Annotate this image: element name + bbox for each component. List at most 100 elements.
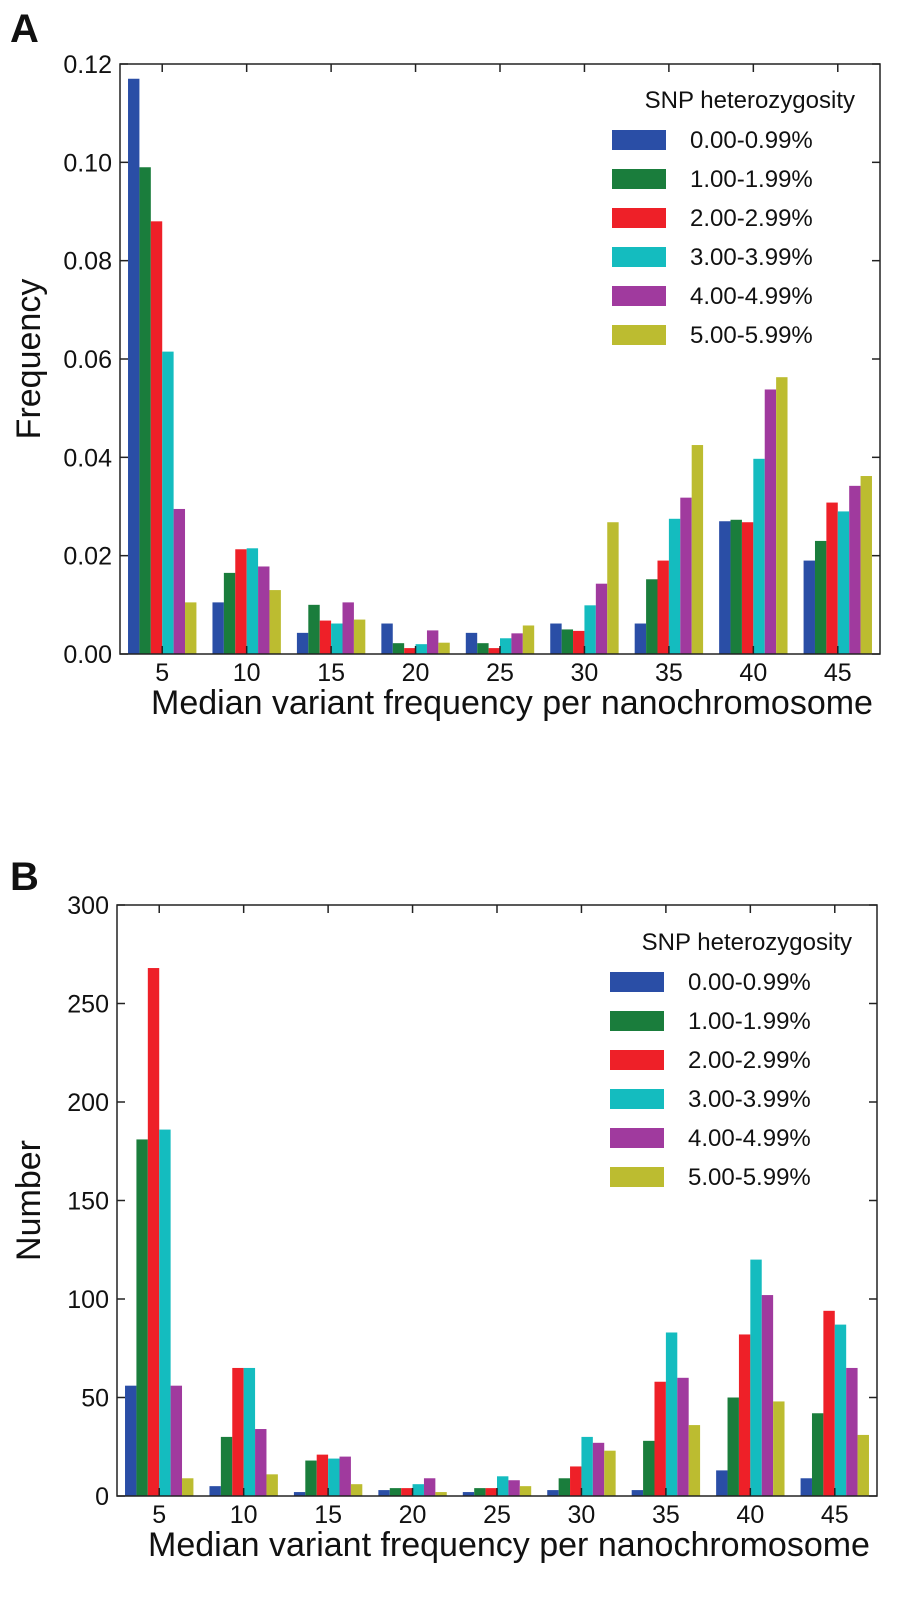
bar-4-25	[511, 633, 523, 654]
bar-3-15	[331, 623, 343, 654]
legend-swatch	[612, 325, 666, 345]
bar-4-20	[423, 1478, 436, 1496]
bar-2-10	[235, 549, 247, 654]
y-tick-label: 300	[67, 892, 109, 920]
legend-label: 0.00-0.99%	[690, 127, 813, 154]
bar-4-30	[595, 583, 608, 654]
x-tick-label: 45	[821, 1501, 849, 1529]
legend-swatch	[610, 1050, 664, 1070]
bar-0-10	[209, 1486, 221, 1496]
x-tick-label: 10	[233, 659, 261, 687]
bar-3-30	[581, 1436, 593, 1496]
bar-2-25	[485, 1488, 497, 1496]
legend-swatch	[610, 1089, 664, 1109]
x-tick-label: 5	[155, 659, 169, 687]
bar-1-40	[730, 519, 742, 654]
legend-label: 1.00-1.99%	[688, 1008, 811, 1035]
y-tick-label: 50	[81, 1385, 109, 1413]
x-tick-label: 15	[314, 1501, 342, 1529]
legend-label: 3.00-3.99%	[688, 1086, 811, 1113]
bar-5-15	[353, 619, 366, 654]
bar-5-25	[522, 625, 535, 654]
legend-swatch	[610, 1167, 664, 1187]
bar-1-15	[308, 604, 320, 654]
bar-0-30	[547, 1490, 559, 1496]
bar-3-5	[162, 351, 174, 654]
bar-2-45	[826, 502, 838, 654]
y-tick-label: 0.00	[63, 641, 112, 669]
bar-1-25	[474, 1488, 486, 1496]
bar-2-40	[738, 1334, 751, 1496]
bar-3-45	[837, 511, 850, 654]
y-axis-title: Number	[10, 1140, 48, 1261]
bar-3-40	[750, 1259, 762, 1496]
bar-1-45	[811, 1413, 824, 1496]
bar-0-40	[719, 521, 731, 654]
bar-4-45	[849, 485, 861, 654]
bar-1-10	[220, 1436, 233, 1496]
bar-2-30	[570, 1466, 582, 1496]
bar-1-35	[646, 579, 658, 654]
bar-5-40	[776, 377, 788, 654]
bar-3-25	[500, 638, 512, 654]
legend-label: 5.00-5.99%	[690, 322, 813, 349]
bar-1-30	[561, 629, 574, 654]
bar-0-45	[803, 560, 815, 654]
bar-3-15	[328, 1458, 340, 1496]
bar-0-25	[462, 1492, 475, 1496]
legend-swatch	[610, 1128, 664, 1148]
x-axis-title: Median variant frequency per nanochromos…	[148, 1526, 870, 1564]
bar-3-20	[412, 1484, 424, 1496]
x-tick-label: 40	[736, 1501, 764, 1529]
bar-4-15	[342, 602, 354, 655]
y-tick-label: 0.12	[63, 51, 112, 79]
bar-0-10	[212, 602, 224, 655]
bar-4-30	[592, 1442, 605, 1496]
legend-swatch	[612, 130, 666, 150]
bar-3-40	[753, 458, 765, 654]
bar-0-25	[465, 632, 478, 654]
bar-5-15	[350, 1484, 363, 1496]
y-axis-title: Frequency	[10, 279, 48, 440]
x-axis-title: Median variant frequency per nanochromos…	[151, 684, 873, 722]
legend-label: 5.00-5.99%	[688, 1164, 811, 1191]
bar-3-35	[665, 1332, 678, 1496]
bar-2-15	[316, 1454, 329, 1496]
bar-2-30	[573, 630, 585, 654]
legend-swatch	[612, 208, 666, 228]
legend-label: 2.00-2.99%	[688, 1047, 811, 1074]
y-tick-label: 0	[95, 1483, 109, 1511]
bar-3-20	[415, 644, 427, 654]
bar-0-5	[128, 78, 140, 654]
y-tick-label: 0.08	[63, 248, 112, 276]
bar-2-20	[404, 648, 416, 654]
y-tick-label: 150	[67, 1188, 109, 1216]
x-tick-label: 35	[655, 659, 683, 687]
bar-5-45	[860, 476, 872, 654]
y-tick-label: 250	[67, 991, 109, 1019]
legend-swatch	[610, 972, 664, 992]
legend-label: 3.00-3.99%	[690, 244, 813, 271]
panel-letter: A	[10, 7, 39, 51]
x-tick-label: 30	[571, 659, 599, 687]
bar-0-20	[378, 1490, 390, 1496]
bar-1-5	[139, 167, 151, 654]
bar-5-25	[519, 1486, 532, 1496]
bar-2-45	[823, 1310, 835, 1496]
bar-1-20	[389, 1488, 402, 1496]
legend-swatch	[612, 247, 666, 267]
legend-swatch	[610, 1011, 664, 1031]
bar-4-5	[170, 1385, 183, 1496]
bar-5-20	[438, 642, 450, 654]
bar-4-20	[426, 630, 439, 654]
bar-2-25	[488, 648, 500, 654]
bar-5-20	[435, 1492, 447, 1496]
x-tick-label: 25	[483, 1501, 511, 1529]
y-tick-label: 0.02	[63, 543, 112, 571]
bar-0-15	[296, 632, 309, 654]
bar-5-5	[182, 1478, 194, 1496]
bar-0-35	[631, 1490, 644, 1496]
bar-2-5	[147, 968, 160, 1496]
bar-5-10	[266, 1474, 278, 1496]
bar-4-10	[258, 566, 270, 654]
